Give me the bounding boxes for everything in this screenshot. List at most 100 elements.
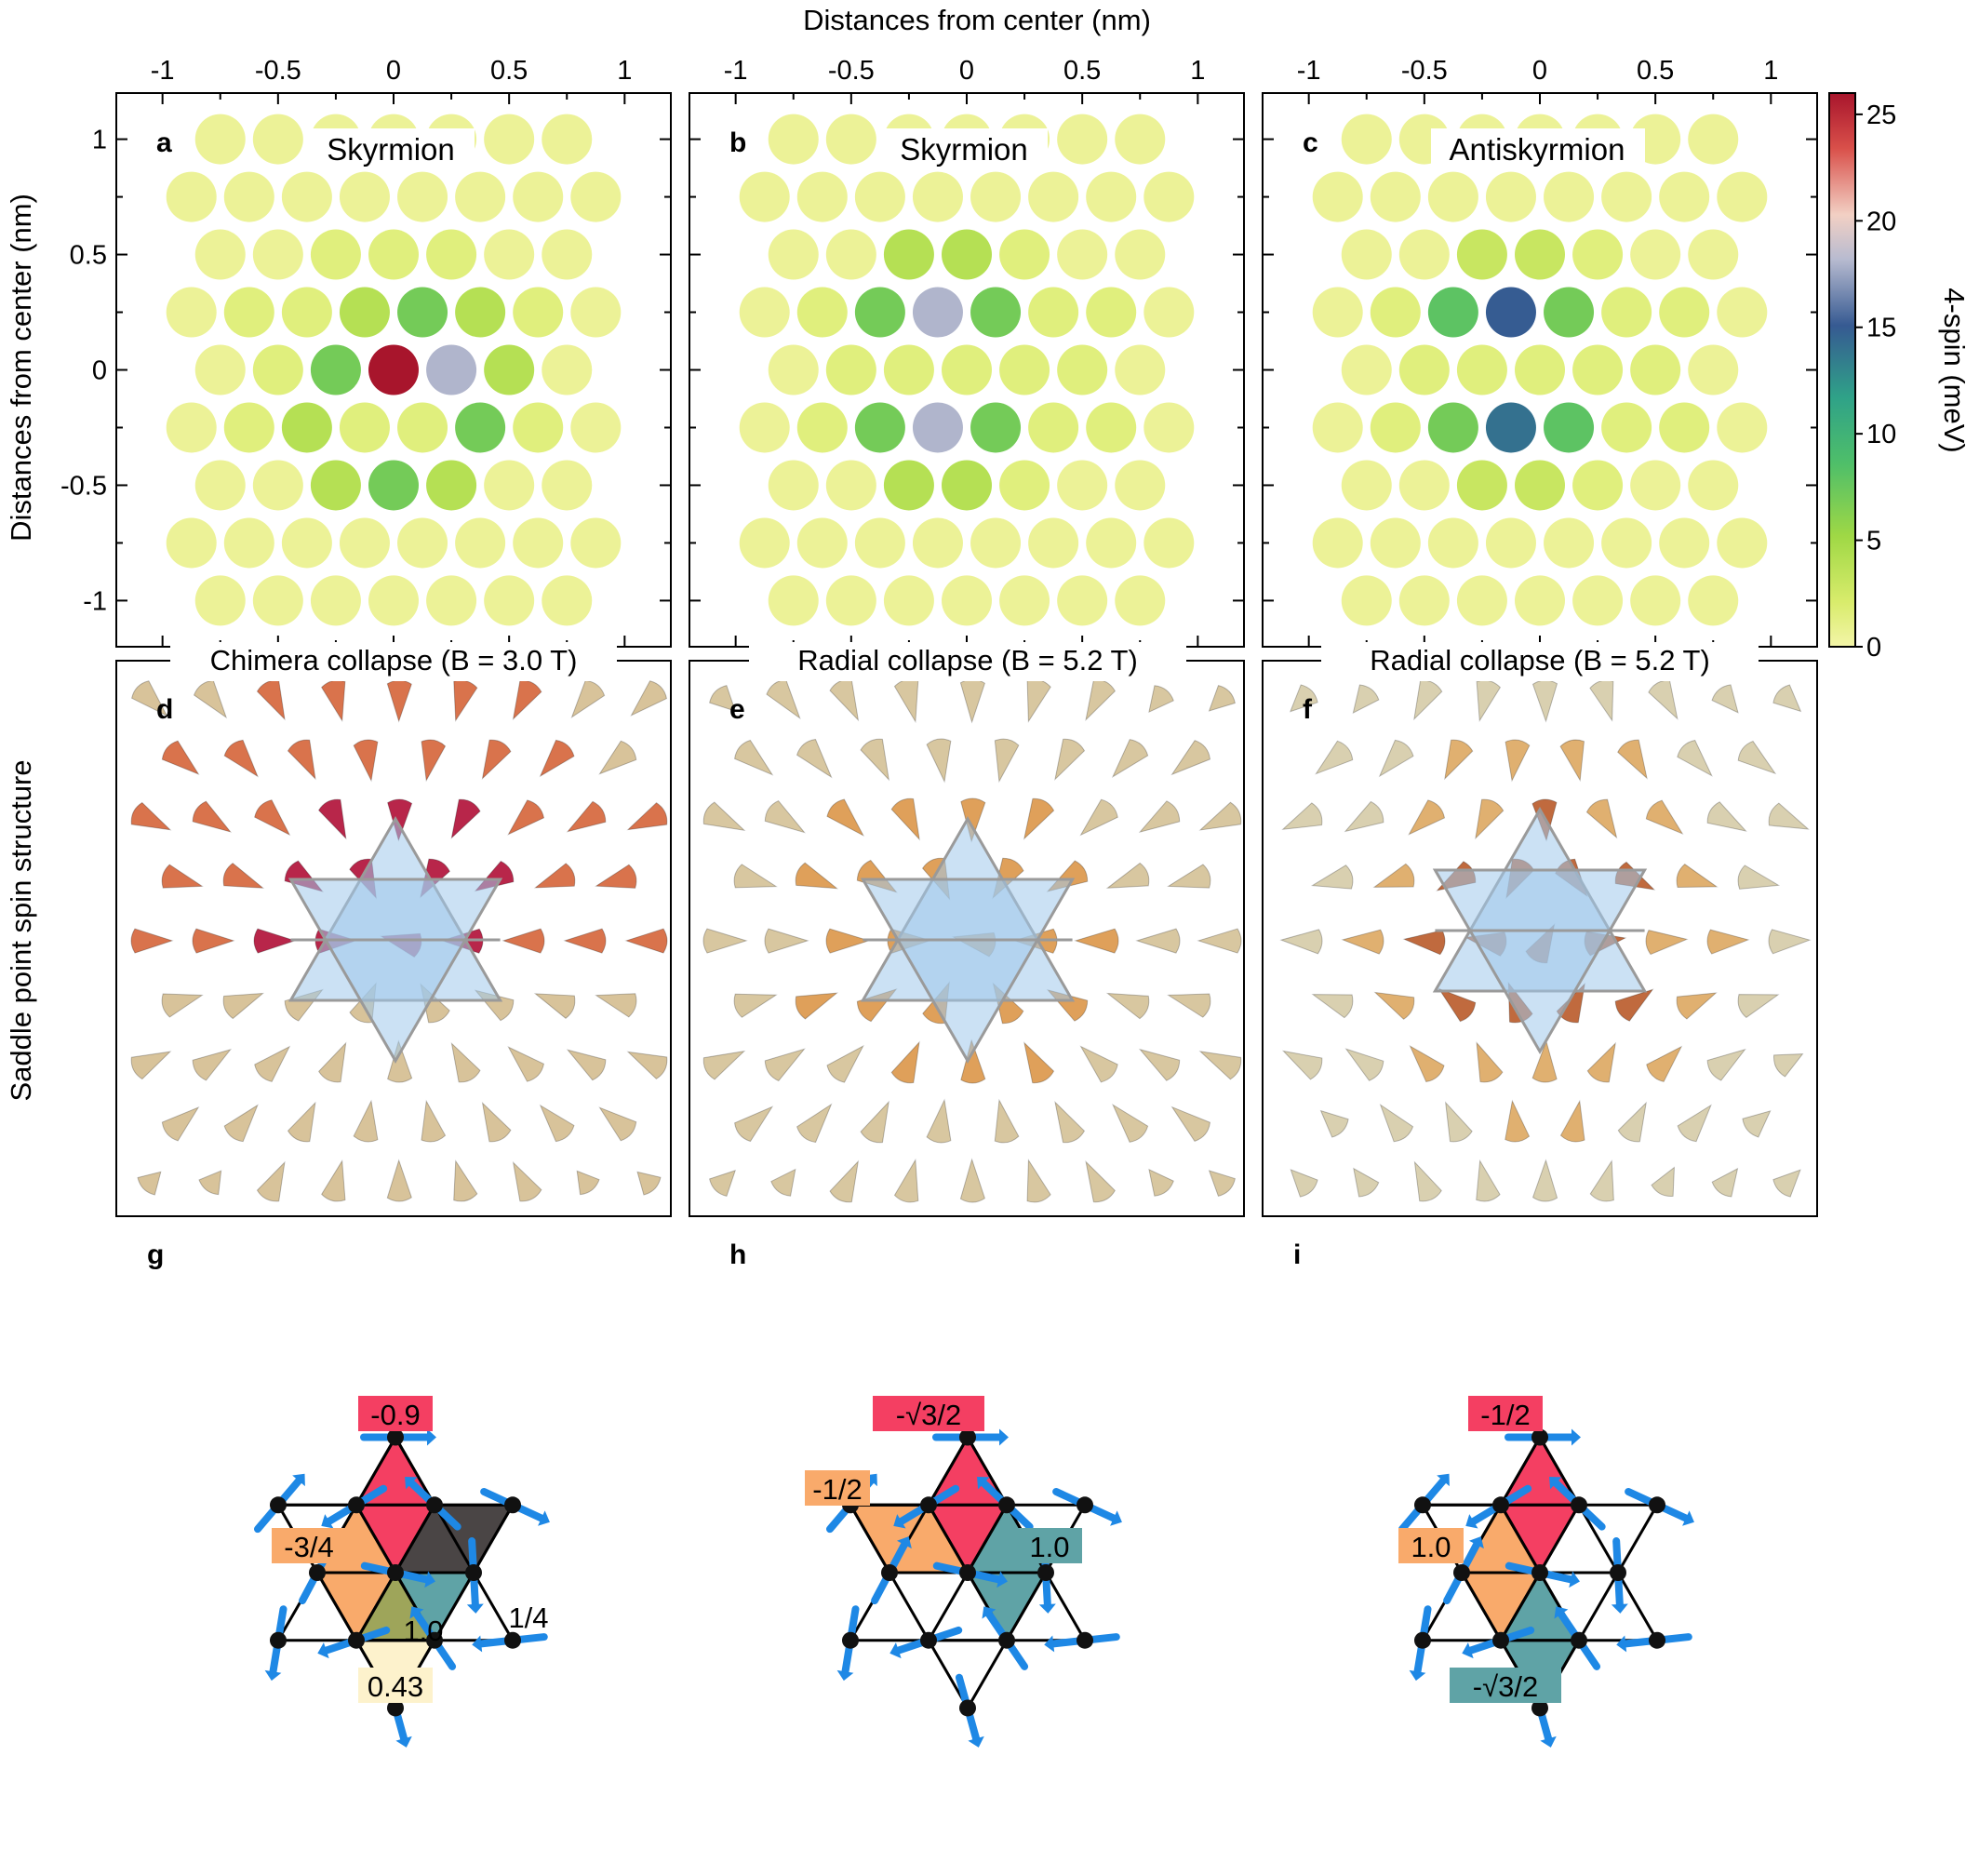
spin-cone [994, 1098, 1020, 1144]
spin-cone [1559, 739, 1585, 783]
lattice-site [825, 114, 876, 165]
x-tick-label: 0 [959, 56, 974, 86]
spin-cone [1023, 797, 1055, 840]
spin-cone [1677, 1104, 1712, 1143]
spin-cone [453, 1159, 478, 1202]
panel-i-kagome: -1/2 1.0 -√3/2 [1398, 1396, 1694, 1748]
spin-cone [1111, 739, 1149, 778]
spin-cone [1112, 1103, 1149, 1143]
top-axis-title: Distances from center (nm) [803, 4, 1151, 36]
spin-cone [709, 1170, 737, 1197]
spin-cone [387, 798, 413, 842]
panel-c-dots [1312, 114, 1768, 626]
panel-i-letter: i [1293, 1240, 1301, 1270]
spin-cone [1138, 800, 1181, 834]
spin-cone [598, 1106, 637, 1142]
lattice-site [166, 287, 217, 338]
spin-cone [481, 1101, 512, 1143]
lattice-site [1028, 171, 1079, 222]
lattice-site [1115, 344, 1166, 395]
lattice-site [1341, 460, 1392, 511]
spin-cone [1505, 1099, 1531, 1143]
spin-cone [1413, 1160, 1442, 1202]
spin-cone [1706, 801, 1747, 832]
panel-c-title: Antiskyrmion [1450, 132, 1625, 167]
lattice-node [387, 1699, 404, 1717]
spin-cone [1167, 993, 1211, 1018]
panel-h-letter: h [729, 1240, 746, 1270]
lattice-site [1398, 344, 1450, 395]
spin-cone [1105, 862, 1150, 889]
lattice-site [252, 460, 303, 511]
lattice-site [310, 575, 361, 626]
x-tick-label: 0.5 [1063, 56, 1101, 86]
lattice-site [1717, 517, 1768, 569]
lattice-node [998, 1631, 1015, 1649]
spin-cone [598, 740, 637, 775]
panel-a-title-bg [307, 128, 475, 168]
spin-cone [1614, 988, 1654, 1022]
spin-cone [1105, 992, 1150, 1020]
x-tick-label: -0.5 [1401, 56, 1448, 86]
spin-cone [254, 1045, 291, 1082]
spin-cone [353, 739, 379, 783]
plaquette-label-bg [358, 1396, 433, 1431]
lattice-site [1341, 114, 1392, 165]
lattice-site [484, 575, 535, 626]
spin-cone [1208, 685, 1236, 712]
plaquette-label: -1/2 [1480, 1399, 1530, 1431]
lattice-site [368, 344, 419, 395]
hexagram-triangle-down [288, 878, 503, 1064]
lattice-site [223, 287, 274, 338]
lattice-site [942, 229, 992, 280]
panel-e-caption-bg [749, 642, 1186, 681]
spin-cone [1737, 994, 1780, 1019]
lattice-site [397, 287, 448, 338]
lattice-bond [966, 1639, 1009, 1709]
plaquette-label: -√3/2 [1473, 1670, 1538, 1703]
lattice-bond [433, 1572, 475, 1642]
spin-cone [1281, 1050, 1323, 1080]
spin-cone [353, 1099, 379, 1143]
lattice-bond [354, 1504, 397, 1574]
lattice-site [455, 402, 506, 453]
lattice-site [194, 344, 246, 395]
spin-cone [636, 1171, 662, 1196]
lattice-site [1456, 460, 1507, 511]
spin-cone [1023, 1041, 1055, 1084]
lattice-node [1414, 1496, 1431, 1514]
panel-a-title: Skyrmion [327, 132, 455, 167]
spin-cone [826, 1044, 864, 1083]
spin-cone [1079, 798, 1118, 837]
spin-cone [287, 1101, 316, 1143]
lattice-site [1143, 171, 1195, 222]
lattice-site [1688, 575, 1739, 626]
lattice-bond [927, 1504, 970, 1574]
lattice-site [768, 460, 819, 511]
spin-cone [539, 1104, 575, 1143]
lattice-site [1630, 229, 1681, 280]
lattice-site [1630, 575, 1681, 626]
spin-cone [450, 1041, 481, 1083]
spin-cone [1372, 863, 1415, 888]
plaquette-label-bg [1017, 1528, 1082, 1563]
spin-cone [1167, 864, 1211, 889]
spin-cone [1444, 739, 1474, 781]
spin-cone [702, 928, 748, 954]
lattice-site [912, 517, 963, 569]
panel-f: f Radial collapse (B = 5.2 T) [1262, 642, 1818, 1217]
lattice-bond [1499, 1572, 1542, 1642]
lattice-site [1572, 575, 1624, 626]
lattice-site [252, 114, 303, 165]
lattice-site [1398, 229, 1450, 280]
plaquette-label-bg [1450, 1668, 1561, 1703]
panel-f-hexagram [1432, 807, 1648, 1054]
lattice-node [842, 1631, 859, 1649]
spin-cone [1617, 739, 1648, 780]
spin-cone [860, 738, 890, 782]
spin-cone [1408, 799, 1446, 836]
spin-cone [130, 1051, 172, 1080]
colorbar-tick-label: 5 [1866, 527, 1881, 556]
spin-cone [1054, 738, 1086, 781]
lattice-site [542, 114, 593, 165]
